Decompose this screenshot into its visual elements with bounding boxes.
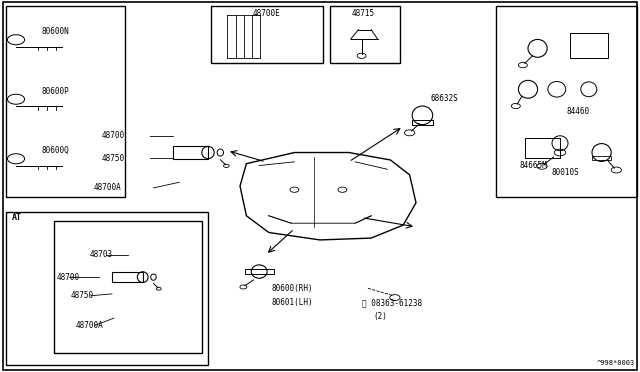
Bar	[412, 120, 433, 125]
Text: 80601(LH): 80601(LH)	[272, 298, 314, 307]
Text: 48700: 48700	[56, 273, 79, 282]
Bar	[54, 221, 202, 353]
Text: 48715: 48715	[352, 9, 375, 17]
Text: 80600Q: 80600Q	[42, 146, 69, 155]
Bar	[570, 33, 608, 58]
Bar	[496, 6, 637, 197]
Bar	[525, 138, 560, 158]
Text: 68632S: 68632S	[430, 94, 458, 103]
Text: 48700: 48700	[102, 131, 125, 140]
Text: 48750: 48750	[102, 154, 125, 163]
Bar	[211, 6, 323, 63]
Text: 48700A: 48700A	[94, 183, 122, 192]
Text: 80600(RH): 80600(RH)	[272, 284, 314, 293]
Bar	[245, 269, 274, 274]
Text: 48750: 48750	[70, 291, 93, 300]
Text: 48700A: 48700A	[76, 321, 103, 330]
Bar	[173, 146, 208, 158]
Text: 84460: 84460	[566, 107, 589, 116]
Text: 80010S: 80010S	[551, 169, 579, 177]
Text: 48703: 48703	[90, 250, 113, 259]
Text: (2): (2)	[374, 312, 388, 321]
Bar	[112, 272, 143, 282]
Text: 80600P: 80600P	[42, 87, 69, 96]
Text: 80600N: 80600N	[42, 27, 69, 36]
Bar	[592, 156, 611, 160]
Text: AT: AT	[12, 213, 22, 222]
Text: 84665M: 84665M	[520, 161, 547, 170]
Text: Ⓑ 08363-61238: Ⓑ 08363-61238	[362, 299, 422, 308]
Bar	[330, 6, 400, 63]
Text: ^998*0003: ^998*0003	[596, 360, 635, 366]
Bar	[6, 6, 125, 197]
Text: 48700E: 48700E	[253, 9, 281, 17]
Bar	[6, 212, 208, 365]
